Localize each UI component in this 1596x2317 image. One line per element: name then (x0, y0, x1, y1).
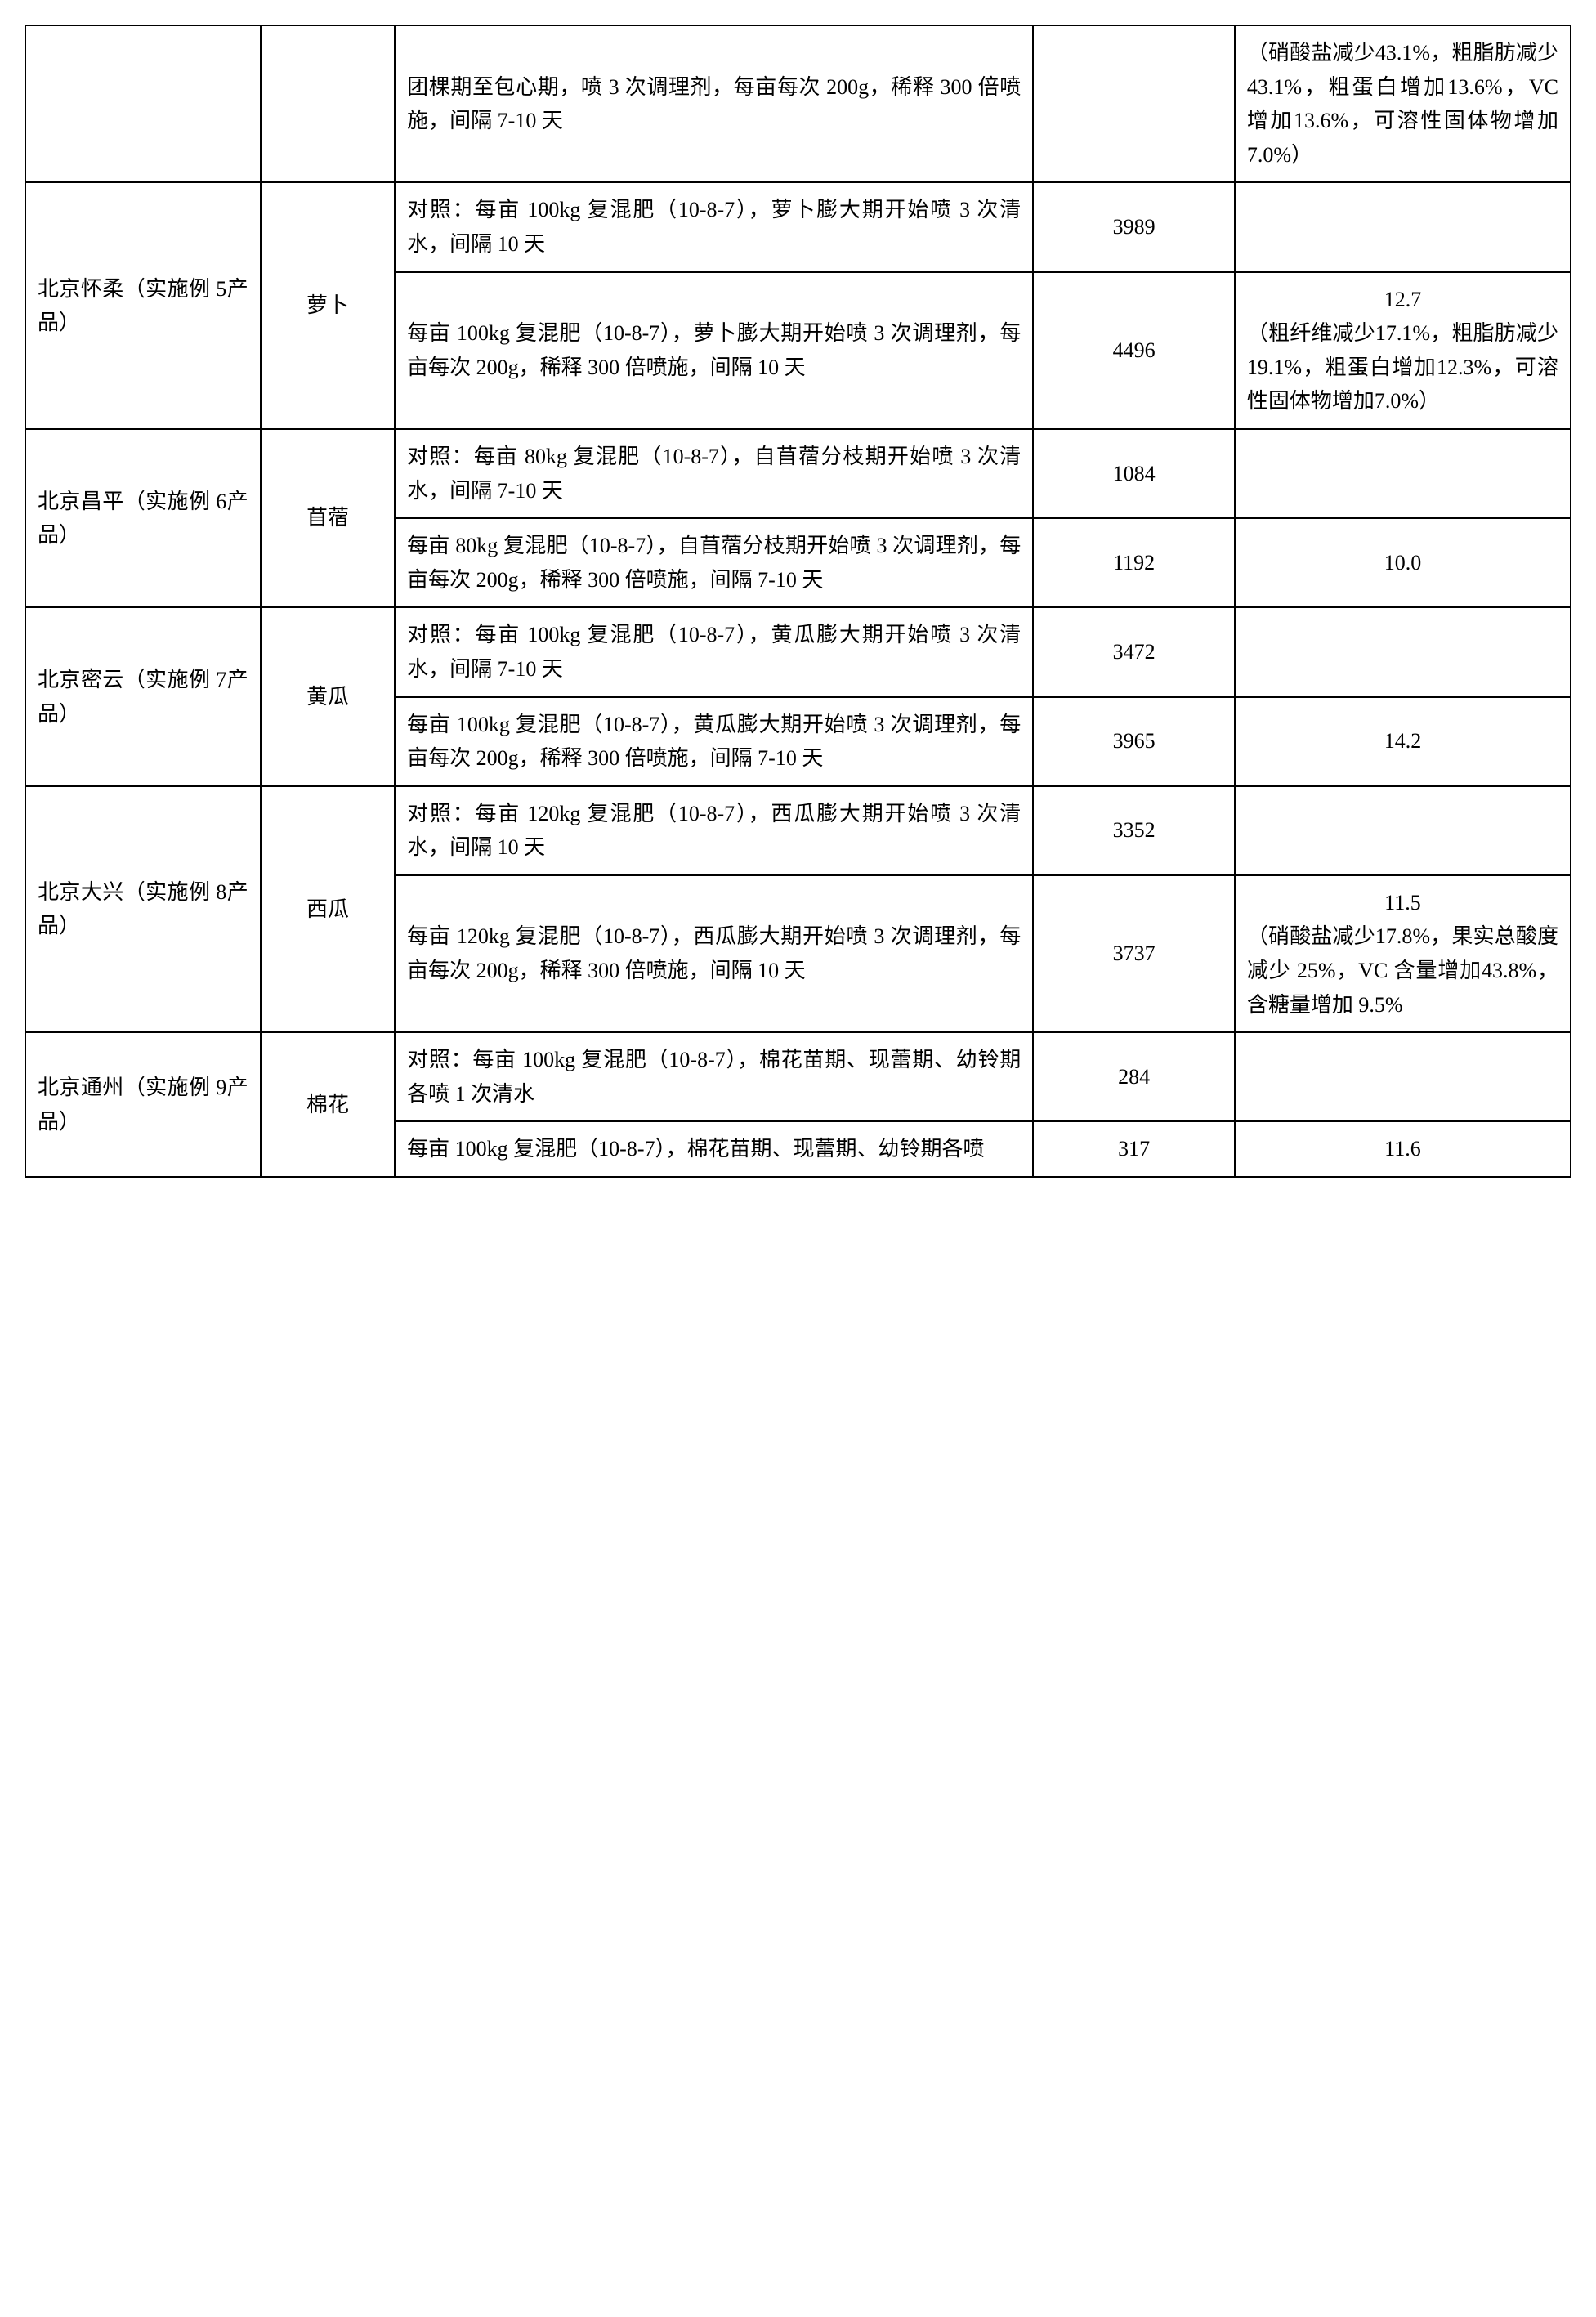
crop-cell: 萝卜 (261, 182, 395, 429)
result-cell: 11.5 （硝酸盐减少17.8%，果实总酸度减少 25%，VC 含量增加43.8… (1235, 875, 1571, 1032)
table-body: 团棵期至包心期，喷 3 次调理剂，每亩每次 200g，稀释 300 倍喷施，间隔… (25, 25, 1571, 1177)
location-cell: 北京昌平（实施例 6产品） (25, 429, 261, 607)
treatment-cell: 对照：每亩 100kg 复混肥（10-8-7），黄瓜膨大期开始喷 3 次清水，间… (395, 607, 1033, 696)
treatment-cell: 每亩 120kg 复混肥（10-8-7），西瓜膨大期开始喷 3 次调理剂，每亩每… (395, 875, 1033, 1032)
value-cell: 284 (1033, 1032, 1235, 1121)
crop-cell: 西瓜 (261, 786, 395, 1033)
treatment-cell: 对照：每亩 80kg 复混肥（10-8-7），自苜蓿分枝期开始喷 3 次清水，间… (395, 429, 1033, 518)
crop-cell: 棉花 (261, 1032, 395, 1177)
result-cell (1235, 182, 1571, 271)
result-cell: 10.0 (1235, 518, 1571, 607)
crop-cell (261, 25, 395, 182)
value-cell: 317 (1033, 1121, 1235, 1177)
treatment-cell: 对照：每亩 120kg 复混肥（10-8-7），西瓜膨大期开始喷 3 次清水，间… (395, 786, 1033, 875)
table-row: 北京怀柔（实施例 5产品） 萝卜 对照：每亩 100kg 复混肥（10-8-7）… (25, 182, 1571, 271)
location-cell: 北京怀柔（实施例 5产品） (25, 182, 261, 429)
value-cell: 1192 (1033, 518, 1235, 607)
table-row: 北京通州（实施例 9产品） 棉花 对照：每亩 100kg 复混肥（10-8-7）… (25, 1032, 1571, 1121)
result-cell: 12.7 （粗纤维减少17.1%，粗脂肪减少 19.1%，粗蛋白增加12.3%，… (1235, 272, 1571, 429)
result-top-value: 12.7 (1247, 283, 1558, 317)
result-cell (1235, 429, 1571, 518)
value-cell: 3737 (1033, 875, 1235, 1032)
treatment-cell: 每亩 100kg 复混肥（10-8-7），黄瓜膨大期开始喷 3 次调理剂，每亩每… (395, 697, 1033, 786)
result-cell (1235, 1032, 1571, 1121)
data-table: 团棵期至包心期，喷 3 次调理剂，每亩每次 200g，稀释 300 倍喷施，间隔… (25, 25, 1571, 1178)
result-body-text: （粗纤维减少17.1%，粗脂肪减少 19.1%，粗蛋白增加12.3%，可溶性固体… (1247, 316, 1558, 418)
treatment-cell: 每亩 100kg 复混肥（10-8-7），棉花苗期、现蕾期、幼铃期各喷 (395, 1121, 1033, 1177)
value-cell (1033, 25, 1235, 182)
location-cell: 北京大兴（实施例 8产品） (25, 786, 261, 1033)
table-row: 北京大兴（实施例 8产品） 西瓜 对照：每亩 120kg 复混肥（10-8-7）… (25, 786, 1571, 875)
table-row: 北京密云（实施例 7产品） 黄瓜 对照：每亩 100kg 复混肥（10-8-7）… (25, 607, 1571, 696)
treatment-cell: 对照：每亩 100kg 复混肥（10-8-7），萝卜膨大期开始喷 3 次清水，间… (395, 182, 1033, 271)
table-row: 团棵期至包心期，喷 3 次调理剂，每亩每次 200g，稀释 300 倍喷施，间隔… (25, 25, 1571, 182)
result-cell: 14.2 (1235, 697, 1571, 786)
result-cell (1235, 607, 1571, 696)
location-cell: 北京密云（实施例 7产品） (25, 607, 261, 785)
result-cell: （硝酸盐减少43.1%，粗脂肪减少 43.1%，粗蛋白增加13.6%，VC 增加… (1235, 25, 1571, 182)
crop-cell: 苜蓿 (261, 429, 395, 607)
treatment-cell: 每亩 80kg 复混肥（10-8-7），自苜蓿分枝期开始喷 3 次调理剂，每亩每… (395, 518, 1033, 607)
value-cell: 4496 (1033, 272, 1235, 429)
treatment-cell: 团棵期至包心期，喷 3 次调理剂，每亩每次 200g，稀释 300 倍喷施，间隔… (395, 25, 1033, 182)
result-top-value: 11.5 (1247, 886, 1558, 920)
table-row: 北京昌平（实施例 6产品） 苜蓿 对照：每亩 80kg 复混肥（10-8-7），… (25, 429, 1571, 518)
treatment-cell: 每亩 100kg 复混肥（10-8-7），萝卜膨大期开始喷 3 次调理剂，每亩每… (395, 272, 1033, 429)
result-body-text: （硝酸盐减少17.8%，果实总酸度减少 25%，VC 含量增加43.8%，含糖量… (1247, 919, 1558, 1022)
value-cell: 3989 (1033, 182, 1235, 271)
value-cell: 1084 (1033, 429, 1235, 518)
location-cell (25, 25, 261, 182)
treatment-cell: 对照：每亩 100kg 复混肥（10-8-7），棉花苗期、现蕾期、幼铃期各喷 1… (395, 1032, 1033, 1121)
result-cell (1235, 786, 1571, 875)
result-cell: 11.6 (1235, 1121, 1571, 1177)
crop-cell: 黄瓜 (261, 607, 395, 785)
value-cell: 3352 (1033, 786, 1235, 875)
value-cell: 3472 (1033, 607, 1235, 696)
value-cell: 3965 (1033, 697, 1235, 786)
location-cell: 北京通州（实施例 9产品） (25, 1032, 261, 1177)
